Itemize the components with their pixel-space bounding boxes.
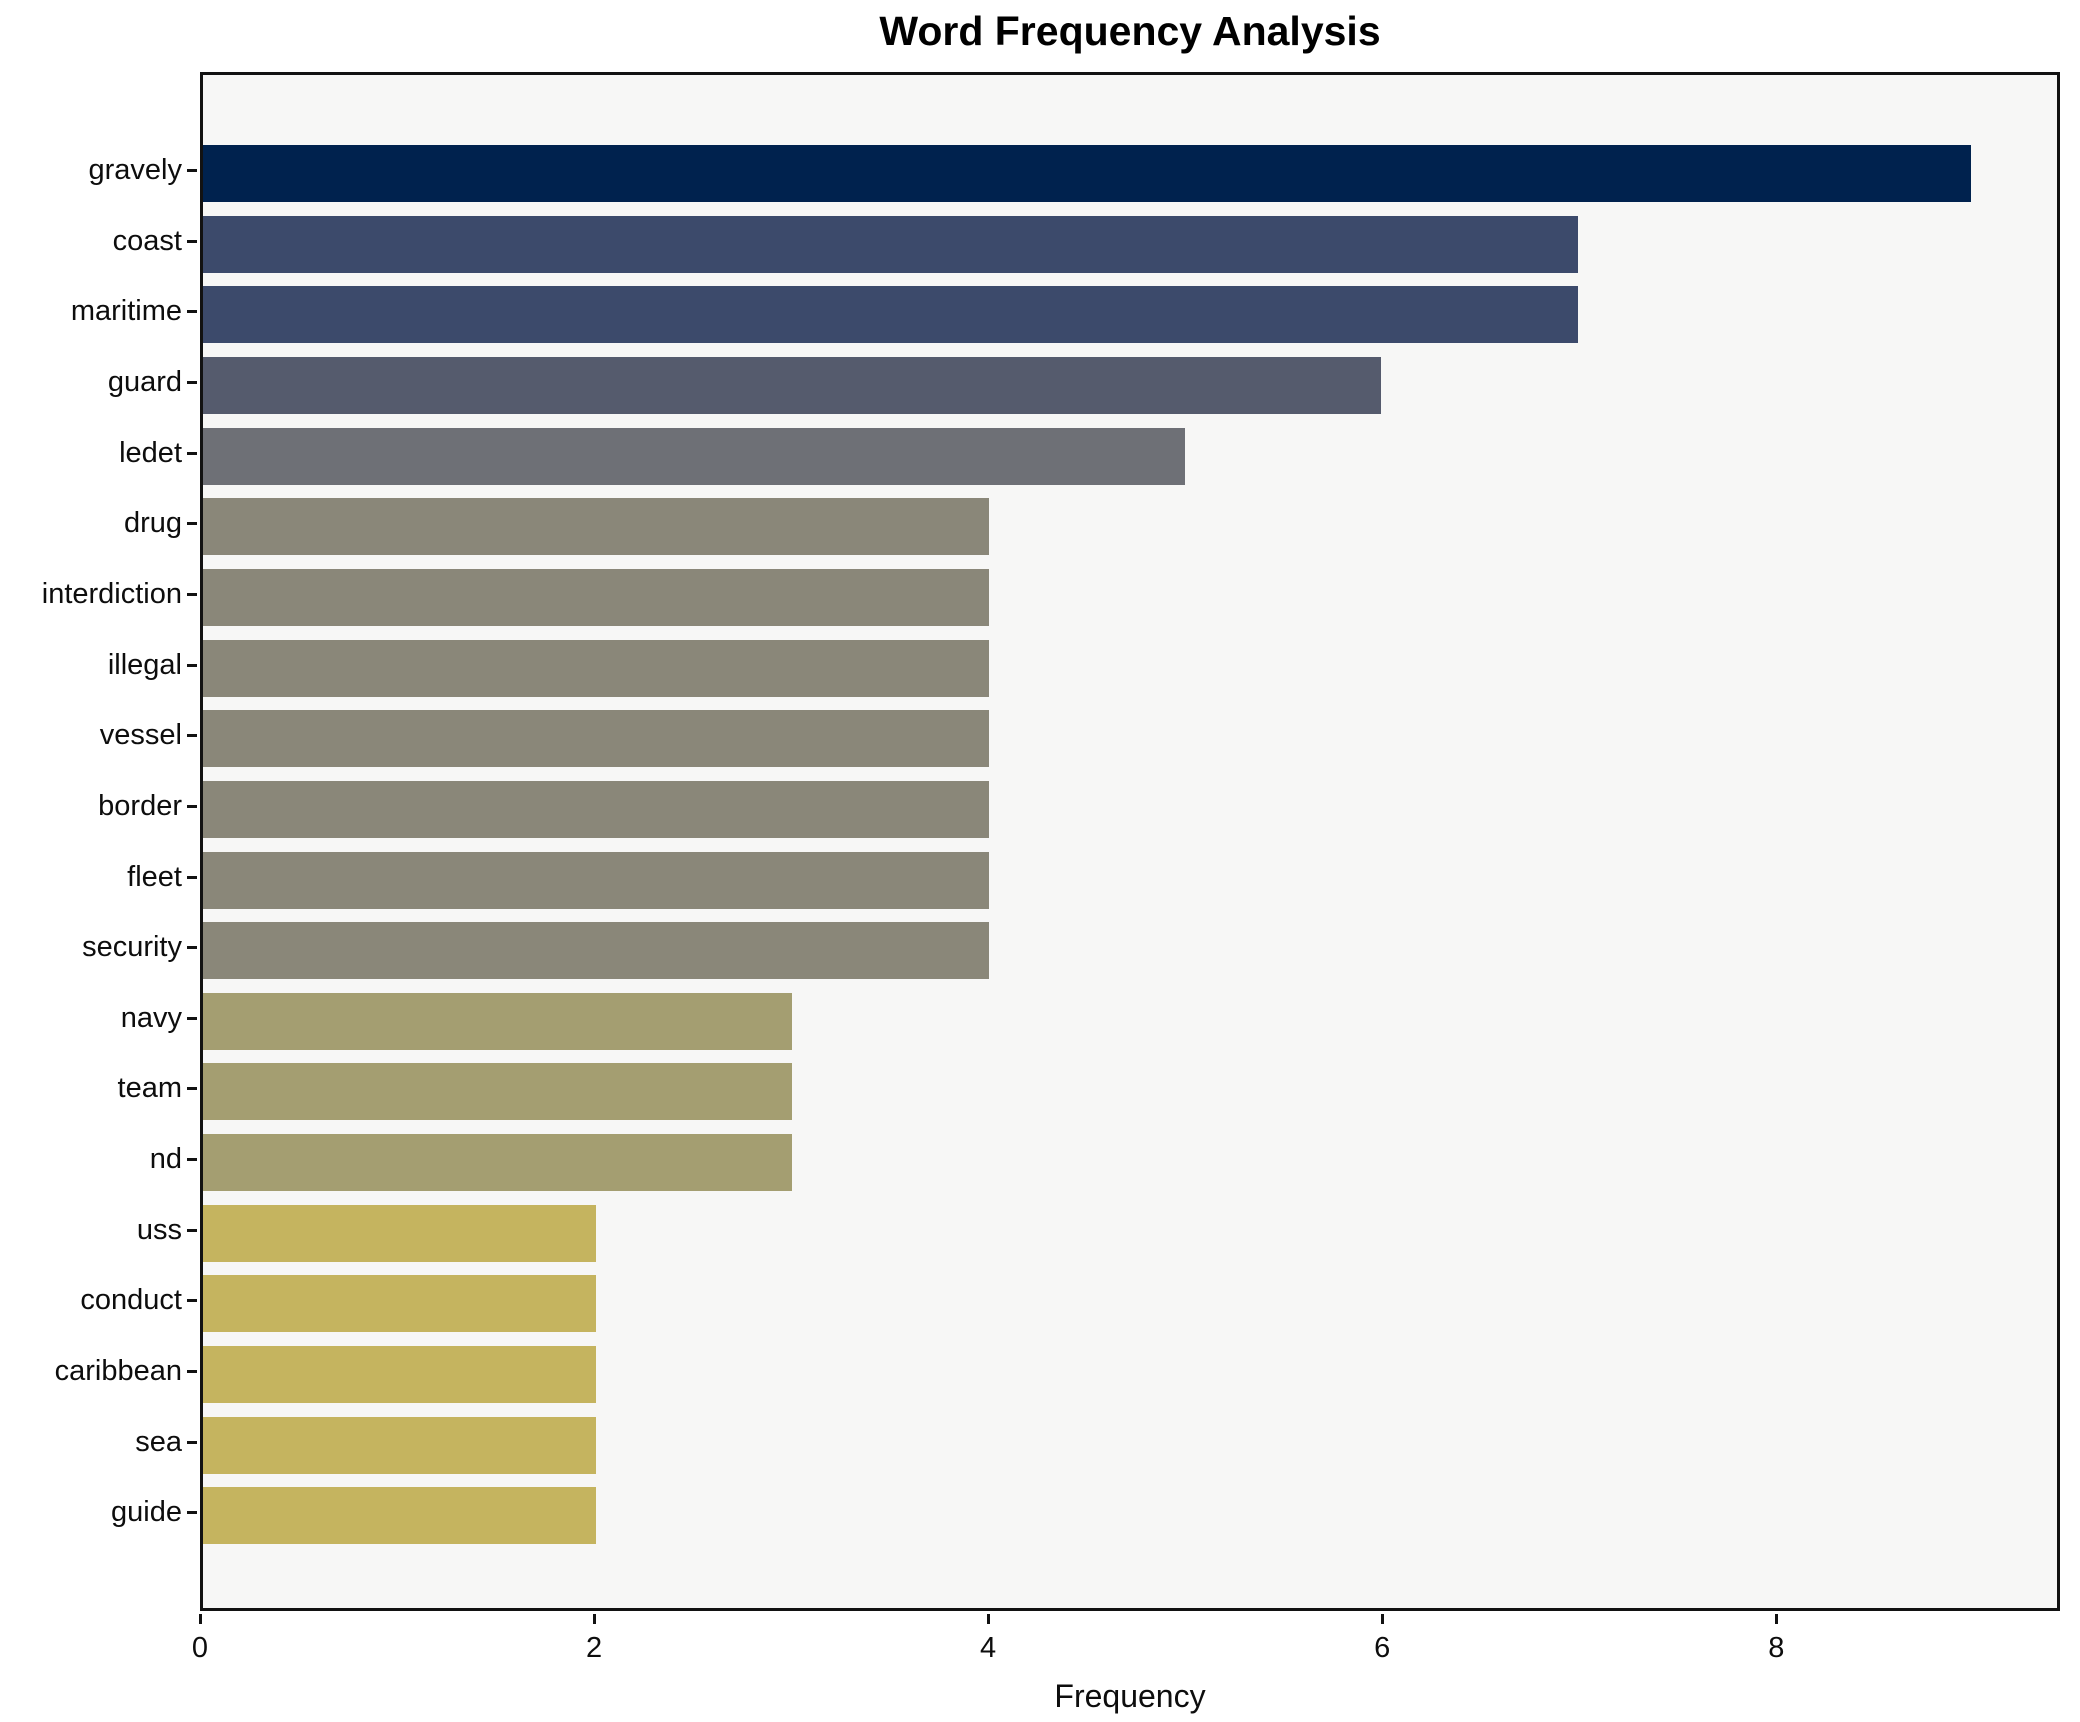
y-tick-label: team <box>117 1072 182 1105</box>
bar <box>203 286 1578 344</box>
bar <box>203 568 989 626</box>
plot-area <box>200 72 2060 1611</box>
bar <box>203 1275 596 1333</box>
y-tick-mark <box>187 239 197 243</box>
y-tick-label: maritime <box>70 295 182 328</box>
y-tick-mark <box>187 663 197 667</box>
y-tick-label: interdiction <box>41 577 182 610</box>
y-tick-label: gravely <box>88 154 183 186</box>
x-tick-mark <box>592 1614 596 1624</box>
x-tick-mark <box>198 1614 202 1624</box>
y-tick-label: ledet <box>119 436 182 469</box>
x-tick-label: 4 <box>980 1632 997 1664</box>
bar-row <box>203 639 2057 697</box>
y-tick-label: sea <box>135 1425 182 1458</box>
bar-row <box>203 922 2057 980</box>
x-tick-label: 0 <box>191 1632 209 1664</box>
y-tick-mark <box>187 380 197 384</box>
y-tick-mark <box>187 1228 197 1232</box>
y-tick-mark <box>187 875 197 879</box>
bar <box>203 992 793 1050</box>
bar-row <box>203 1134 2057 1192</box>
x-tick-label: 6 <box>1374 1632 1391 1664</box>
x-tick-mark <box>1774 1614 1778 1624</box>
y-tick-mark <box>187 1087 197 1091</box>
y-tick-mark <box>187 169 197 172</box>
y-tick-label: security <box>82 931 182 964</box>
bar-row <box>203 1063 2057 1121</box>
y-tick-label: drug <box>123 507 182 540</box>
x-tick-label: 2 <box>585 1632 603 1664</box>
bar-row <box>203 568 2057 626</box>
y-tick-mark <box>187 1158 197 1162</box>
bar-row <box>203 145 2057 202</box>
bar <box>203 1487 596 1545</box>
bar <box>203 1063 793 1121</box>
bar <box>203 498 989 556</box>
bar <box>203 780 989 838</box>
x-tick-mark <box>986 1614 990 1624</box>
y-tick-mark <box>187 804 197 808</box>
bar-row <box>203 851 2057 909</box>
y-tick-mark <box>187 522 197 526</box>
y-tick-label: navy <box>120 1001 182 1034</box>
chart-title: Word Frequency Analysis <box>879 8 1381 54</box>
bar-row <box>203 1346 2057 1404</box>
y-tick-label: uss <box>136 1213 182 1246</box>
bar-row <box>203 992 2057 1050</box>
bar <box>203 710 989 768</box>
bar-row <box>203 498 2057 556</box>
y-tick-mark <box>187 592 197 596</box>
x-axis-label: Frequency <box>1054 1678 1206 1714</box>
bar-row <box>203 1204 2057 1262</box>
y-tick-mark <box>187 451 197 455</box>
bar-row <box>203 710 2057 768</box>
bar <box>203 1416 596 1474</box>
bar-row <box>203 1275 2057 1333</box>
bar <box>203 851 989 909</box>
bar-row <box>203 780 2057 838</box>
y-tick-label: guard <box>107 365 182 398</box>
bar <box>203 215 1578 273</box>
bar-row <box>203 427 2057 485</box>
y-tick-mark <box>187 1016 197 1020</box>
bar <box>203 922 989 980</box>
bar-row <box>203 286 2057 344</box>
bar-row <box>203 356 2057 414</box>
y-tick-label: fleet <box>127 860 182 893</box>
bar <box>203 145 1971 202</box>
bar <box>203 356 1382 414</box>
bar-row <box>203 215 2057 273</box>
y-tick-label: vessel <box>99 719 182 752</box>
y-tick-label: guide <box>111 1496 182 1529</box>
y-tick-label: border <box>98 789 182 822</box>
y-tick-label: nd <box>149 1143 182 1176</box>
y-tick-mark <box>187 946 197 950</box>
y-tick-mark <box>187 1440 197 1444</box>
bar <box>203 1346 596 1404</box>
y-tick-mark <box>187 1511 197 1515</box>
y-tick-label: coast <box>112 224 182 257</box>
y-tick-mark <box>187 1370 197 1374</box>
x-tick-mark <box>1380 1614 1384 1624</box>
y-tick-label: conduct <box>80 1284 182 1317</box>
bar-row <box>203 1416 2057 1474</box>
bar <box>203 1204 596 1262</box>
bar <box>203 1134 793 1192</box>
bar-row <box>203 1487 2057 1545</box>
y-tick-mark <box>187 734 197 738</box>
y-tick-mark <box>187 310 197 314</box>
y-tick-mark <box>187 1299 197 1303</box>
x-tick-label: 8 <box>1768 1632 1785 1664</box>
bar <box>203 639 989 697</box>
y-tick-label: illegal <box>107 648 182 681</box>
bar <box>203 427 1185 485</box>
y-tick-label: caribbean <box>54 1355 182 1388</box>
